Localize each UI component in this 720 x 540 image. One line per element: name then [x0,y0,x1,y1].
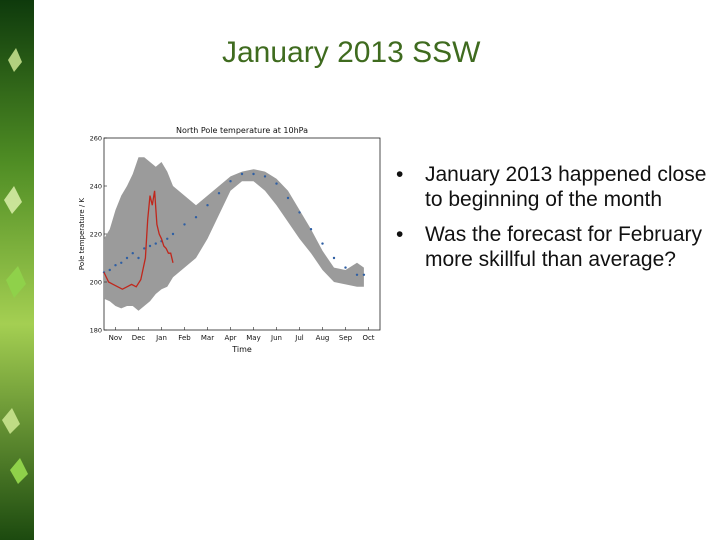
climatology-point [275,182,278,185]
climatology-point [131,252,134,255]
y-tick-label: 200 [90,279,102,287]
y-tick-label: 180 [90,327,102,335]
bullet-marker: • [396,223,404,246]
slide-title: January 2013 SSW [222,36,481,69]
x-tick-label: Feb [178,334,191,342]
chart: North Pole temperature at 10hPa Nov Dec Ja… [76,122,390,358]
bullet-marker: • [396,163,404,186]
bullet-text: January 2013 happened close to beginning… [425,163,707,211]
climatology-point [125,256,129,260]
x-tick-label: Jul [294,334,304,342]
y-tick-label: 240 [90,183,102,191]
chart-svg: North Pole temperature at 10hPa Nov Dec Ja… [78,126,381,354]
climatology-point [114,264,117,267]
x-tick-label: Oct [362,334,374,342]
climatology-point [309,228,313,231]
climatology-point [108,268,111,272]
bullet-text: Was the forecast for February more skill… [425,223,702,271]
climatology-point [229,180,232,183]
climatology-point [166,237,169,240]
ensemble-spread-band [104,157,364,311]
climatology-point [252,172,255,176]
climatology-point [137,256,140,260]
climatology-point [321,242,324,245]
chart-title: North Pole temperature at 10hPa [176,126,308,135]
climatology-point [240,172,244,176]
climatology-point [217,192,221,195]
x-tick-label: Jun [270,334,282,342]
bullet-item: • January 2013 happened close to beginni… [392,162,714,212]
bullet-item: • Was the forecast for February more ski… [392,222,714,272]
climatology-point [206,204,209,207]
x-tick-label: Nov [109,334,123,342]
x-tick-label: Jan [155,334,167,342]
climatology-point [171,232,175,236]
x-tick-label: May [246,334,260,342]
x-axis-label: Time [231,345,252,354]
y-axis-label: Pole temperature / K [78,198,86,271]
climatology-point [298,211,301,214]
x-tick-label: Sep [339,334,353,342]
climatology-point [143,247,146,250]
y-tick-label: 260 [90,135,102,143]
x-tick-label: Mar [201,334,214,342]
climatology-point [362,273,366,276]
climatology-point [148,244,152,248]
climatology-point [332,256,336,260]
leaf-decoration [0,0,34,540]
x-tick-label: Aug [316,334,330,342]
observed-2013-line [103,190,174,290]
climatology-point [183,223,186,226]
climatology-point [263,175,267,178]
climatology-point [355,273,359,276]
climatology-point [194,216,198,219]
climatology-point [344,266,347,269]
climatology-point [120,261,123,264]
climatology-point [286,196,290,200]
x-tick-label: Apr [224,334,236,342]
x-tick-label: Dec [132,334,146,342]
climatology-point [154,242,157,245]
bullet-list: • January 2013 happened close to beginni… [392,162,714,282]
y-tick-label: 220 [90,231,102,239]
